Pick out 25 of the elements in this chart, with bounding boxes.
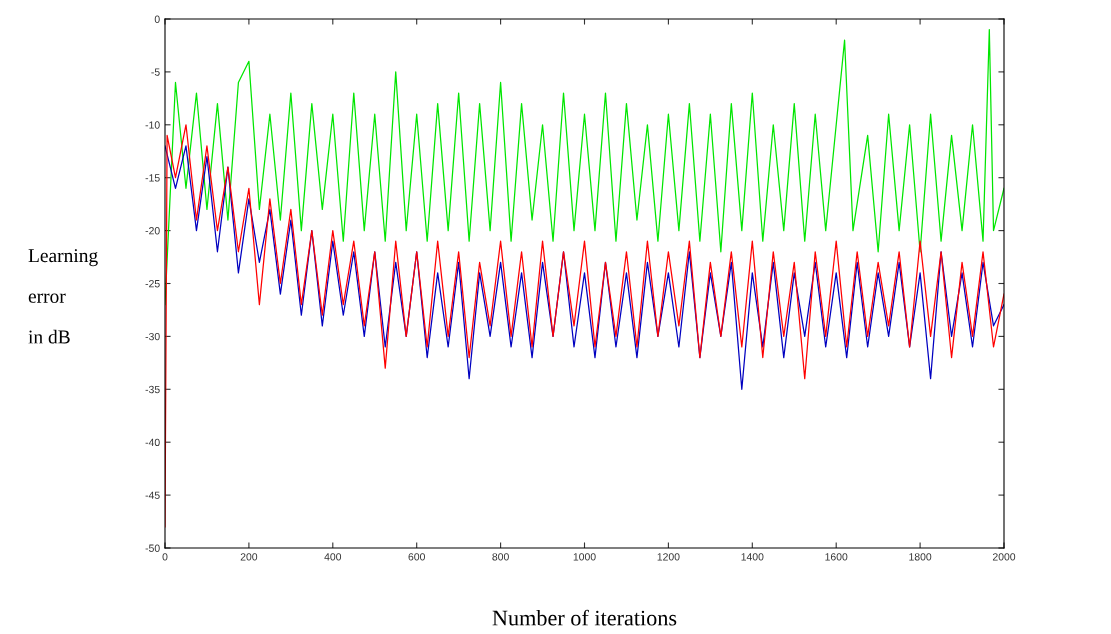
- x-tick-label: 1400: [741, 553, 764, 561]
- x-tick-label: 2000: [992, 553, 1016, 561]
- x-tick-label: 0: [162, 553, 168, 561]
- x-tick-label: 1200: [657, 553, 680, 561]
- text: Learning error in dB: [28, 249, 98, 344]
- y-tick-label: -30: [145, 332, 160, 341]
- y-tick-label: -15: [145, 174, 160, 182]
- line-series: [165, 145, 1004, 390]
- y-tick-label: 0: [154, 15, 160, 23]
- y-tick-label: -25: [145, 280, 160, 288]
- x-tick-label: 1800: [909, 553, 932, 561]
- x-axis-title: Number of iterations: [492, 609, 677, 626]
- x-tick-label: 400: [324, 553, 342, 561]
- y-tick-label: -45: [145, 491, 160, 499]
- y-tick-label: -50: [145, 544, 160, 552]
- x-tick-label: 600: [408, 553, 425, 561]
- x-tick-label: 200: [240, 553, 258, 561]
- y-tick-label: -35: [145, 385, 160, 394]
- x-tick-label: 1600: [825, 553, 848, 561]
- y-tick-label: -40: [145, 438, 160, 447]
- x-tick-label: 800: [492, 553, 509, 561]
- y-tick-label: -5: [151, 68, 160, 76]
- y-tick-label: -20: [145, 227, 160, 235]
- y-tick-label: -10: [145, 121, 160, 129]
- x-tick-label: 1000: [573, 553, 596, 561]
